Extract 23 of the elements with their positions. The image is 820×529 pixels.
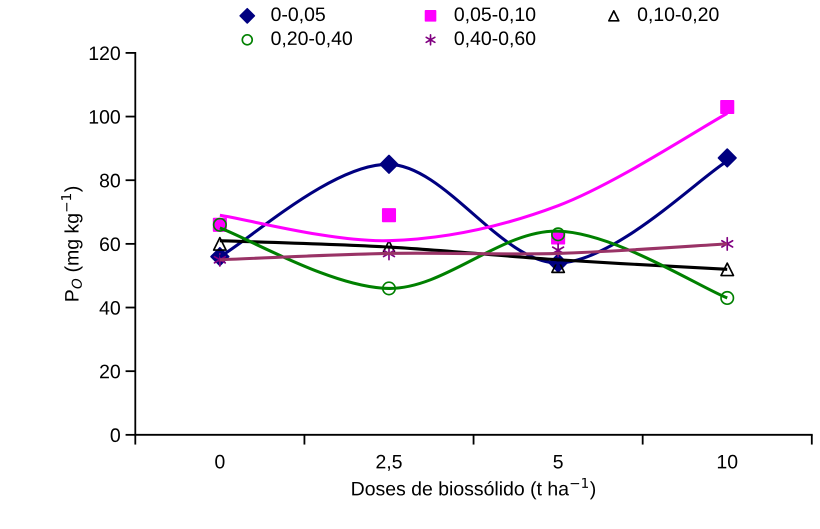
y-tick-label: 80 — [100, 174, 120, 188]
point — [382, 208, 396, 222]
y-tick-label: 20 — [100, 364, 120, 378]
point — [720, 100, 734, 114]
y-tick-label: 100 — [90, 110, 120, 124]
legend-label: 0,40-0,60 — [454, 31, 536, 48]
y-tick-label: 40 — [100, 300, 120, 315]
legend-label: 0-0,05 — [271, 7, 325, 24]
legend-label: 0,10-0,20 — [638, 7, 719, 24]
y-tick-label: 120 — [90, 46, 120, 60]
x-tick-label: 10 — [718, 454, 738, 469]
x-tick-label: 5 — [553, 454, 563, 469]
point — [720, 262, 734, 276]
y-tick-label: 60 — [100, 237, 120, 252]
legend-label: 0,20-0,40 — [271, 31, 352, 48]
y-axis-title: P$_{O}$ (mg kg$^{−1}$) — [61, 186, 83, 301]
y-tick-label: 0 — [110, 428, 120, 442]
x-axis-title: Doses de biossólido (t ha$^{−1}$) — [352, 478, 596, 500]
x-tick-label: 2,5 — [376, 454, 402, 471]
legend-label: 0,05-0,10 — [454, 7, 536, 24]
point — [718, 148, 737, 168]
x-tick-label: 0 — [215, 454, 225, 469]
point — [212, 236, 227, 251]
